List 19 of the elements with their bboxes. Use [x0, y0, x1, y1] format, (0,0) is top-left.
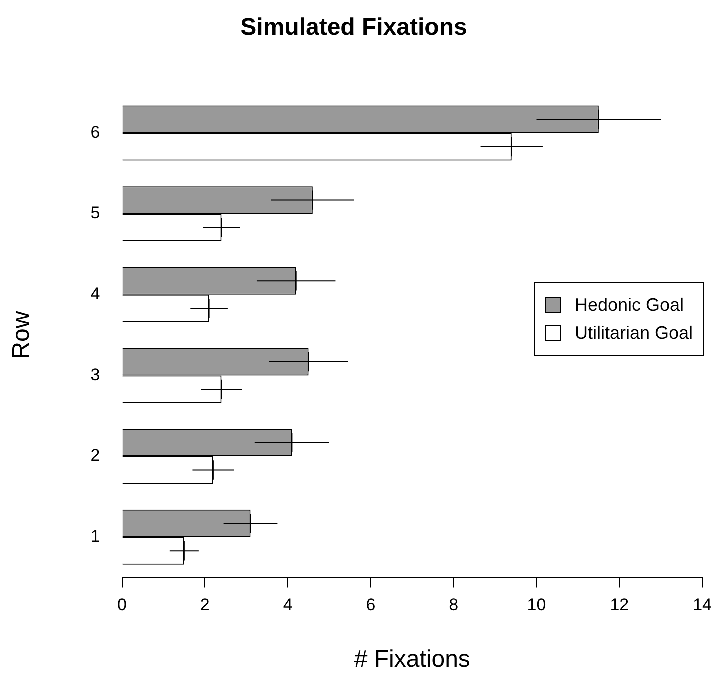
text: Utilitarian Goal [574, 322, 693, 345]
x-tick-label: 4 [283, 596, 293, 615]
x-tick-label: 8 [449, 596, 459, 615]
x-tick-label: 10 [527, 596, 546, 615]
x-tick-label: 12 [610, 596, 630, 615]
y-tick-label: 5 [90, 204, 100, 223]
y-tick-label: 4 [90, 284, 100, 304]
y-tick-label: 2 [90, 446, 100, 466]
x-tick-label: 0 [118, 596, 127, 615]
chart-title: Simulated Fixations [240, 14, 468, 42]
x-tick-label: 6 [366, 596, 376, 615]
x-axis-title: # Fixations [354, 646, 470, 674]
legend-label: Hedonic Goal [574, 294, 684, 317]
x-tick-label: 14 [693, 596, 712, 615]
y-tick-label: 6 [90, 122, 100, 142]
y-tick-label: 3 [90, 365, 100, 384]
x-tick-label: 2 [200, 596, 210, 615]
y-tick-label: 1 [90, 527, 100, 546]
y-axis-title: Row [8, 310, 36, 360]
